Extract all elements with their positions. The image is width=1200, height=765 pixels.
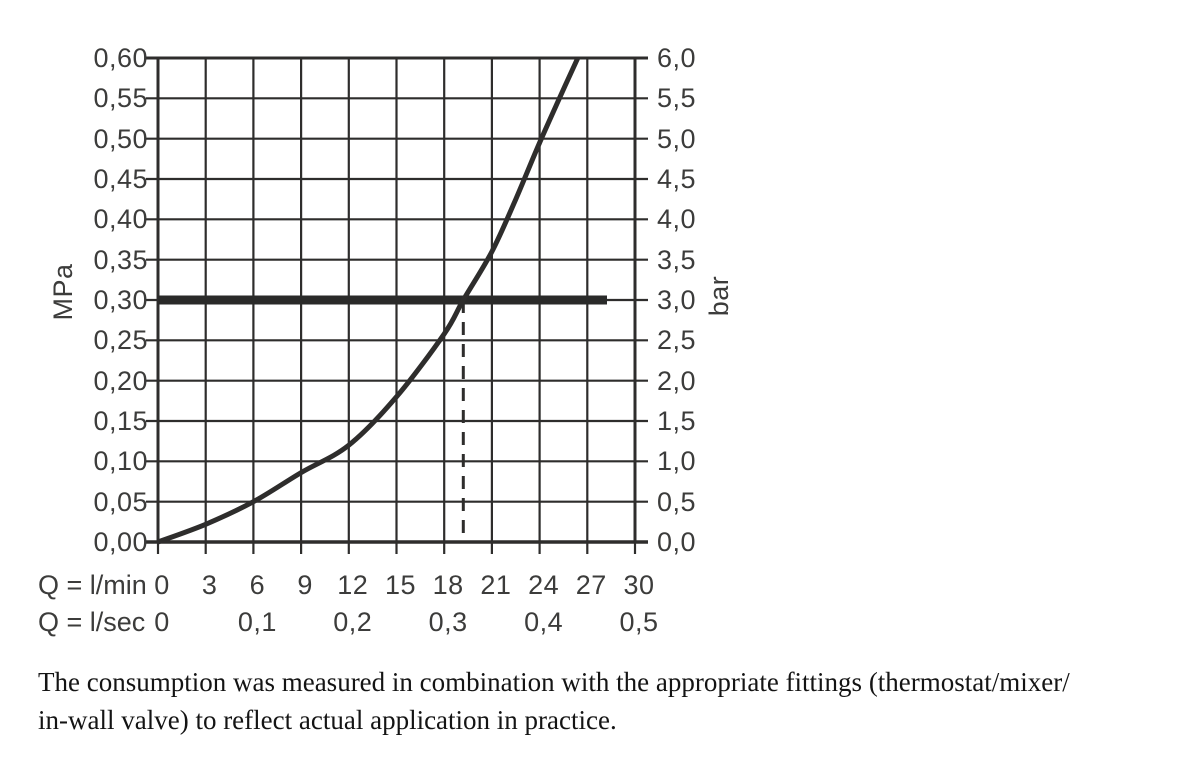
x-axis-lmin-row-label: Q = l/min xyxy=(38,570,147,600)
y-axis-left-unit-label: MPa xyxy=(48,263,78,321)
flow-pressure-curve xyxy=(157,56,581,545)
y-axis-left-tick-label: 0,20 xyxy=(93,365,148,396)
footnote-line-2: in-wall valve) to reflect actual applica… xyxy=(38,705,617,735)
y-axis-right-tick-label: 5,5 xyxy=(657,83,697,114)
y-axis-right-tick-label: 0,0 xyxy=(657,527,697,557)
x-axis-lsec-tick-label: 0,3 xyxy=(428,607,468,637)
x-axis-lsec-row-label: Q = l/sec xyxy=(38,607,146,637)
x-axis-lmin-tick-label: 27 xyxy=(575,570,607,600)
footnote-line-1: The consumption was measured in combinat… xyxy=(38,667,1070,697)
y-axis-left-tick-label: 0,00 xyxy=(93,527,148,557)
y-axis-right-tick-label: 6,0 xyxy=(657,43,697,73)
x-axis-lmin-tick-label: 24 xyxy=(528,570,560,600)
y-axis-left-tick-label: 0,60 xyxy=(93,43,148,73)
y-axis-left-tick-label: 0,10 xyxy=(93,446,148,477)
x-axis-lmin-tick-label: 30 xyxy=(623,570,655,600)
x-axis-lmin-tick-label: 6 xyxy=(249,570,266,600)
y-axis-left-tick-label: 0,25 xyxy=(93,325,148,356)
x-axis-lmin-tick-label: 3 xyxy=(201,570,218,600)
x-axis-lsec-tick-label: 0 xyxy=(154,607,170,637)
x-axis-lsec-tick-label: 0,5 xyxy=(619,607,659,637)
y-axis-right-unit-label: bar xyxy=(704,275,734,317)
y-axis-right-tick-label: 1,5 xyxy=(657,406,697,436)
y-axis-right-tick-label: 3,5 xyxy=(657,244,697,275)
x-axis-lsec-tick-label: 0,2 xyxy=(333,607,373,637)
y-axis-right-tick-label: 0,5 xyxy=(657,486,697,517)
y-axis-left-tick-label: 0,30 xyxy=(93,285,148,315)
y-axis-right-tick-label: 4,5 xyxy=(657,164,697,194)
x-axis-lmin-tick-label: 9 xyxy=(297,570,313,600)
y-axis-right-tick-label: 2,0 xyxy=(657,365,697,396)
x-axis-lmin-tick-label: 12 xyxy=(337,570,369,600)
x-axis-lmin-tick-label: 15 xyxy=(384,570,417,600)
y-axis-right-tick-label: 5,0 xyxy=(657,123,697,154)
x-axis-lsec-tick-label: 0,4 xyxy=(524,607,564,637)
y-axis-left-tick-label: 0,55 xyxy=(93,83,148,114)
y-axis-left-tick-label: 0,05 xyxy=(93,486,148,517)
y-axis-right-tick-label: 1,0 xyxy=(657,446,697,477)
footnote: The consumption was measured in combinat… xyxy=(38,663,1070,739)
x-axis-lmin-tick-label: 18 xyxy=(432,570,464,600)
x-axis-lmin-tick-label: 0 xyxy=(154,570,170,600)
y-axis-right-tick-label: 4,0 xyxy=(657,204,697,235)
x-axis-lmin-tick-label: 21 xyxy=(480,570,512,600)
x-axis-lsec-tick-label: 0,1 xyxy=(237,607,277,637)
y-axis-left-tick-label: 0,35 xyxy=(93,244,148,275)
y-axis-right-tick-label: 2,5 xyxy=(657,325,697,356)
y-axis-left-tick-label: 0,40 xyxy=(93,204,148,235)
chart-plot xyxy=(146,56,648,554)
y-axis-right-tick-label: 3,0 xyxy=(657,285,697,315)
y-axis-left-tick-label: 0,50 xyxy=(93,123,148,154)
y-axis-left-tick-label: 0,45 xyxy=(93,164,148,194)
y-axis-left-tick-label: 0,15 xyxy=(93,406,148,436)
